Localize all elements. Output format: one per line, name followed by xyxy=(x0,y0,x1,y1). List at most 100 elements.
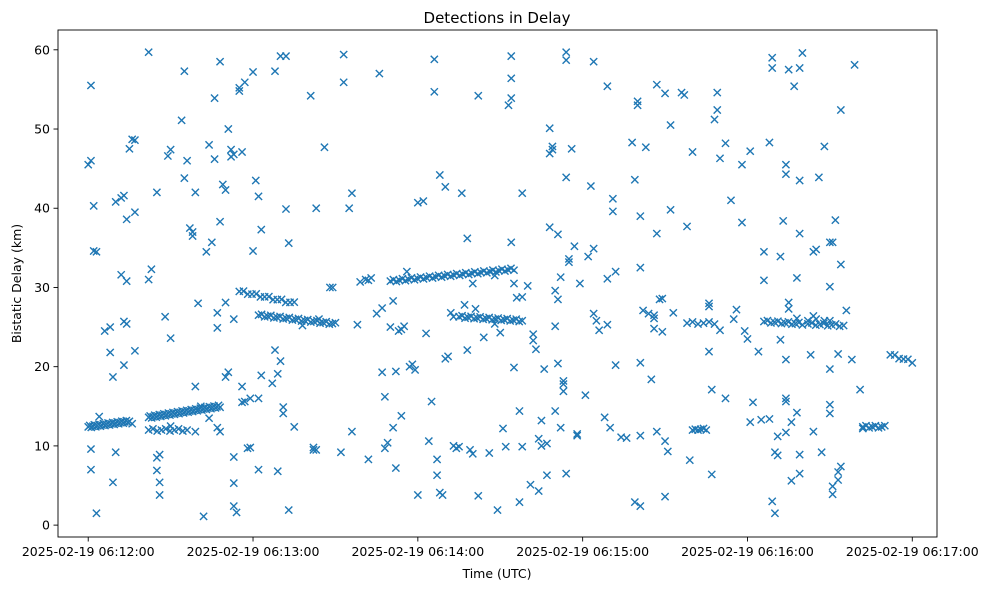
data-point xyxy=(339,78,348,87)
data-point xyxy=(795,469,804,478)
data-point xyxy=(534,486,543,496)
data-point xyxy=(281,52,291,61)
data-point xyxy=(130,136,140,145)
data-point xyxy=(581,391,590,400)
data-point xyxy=(551,322,560,331)
data-point xyxy=(652,427,661,436)
data-point xyxy=(389,423,398,432)
data-point xyxy=(726,196,736,205)
data-point xyxy=(438,490,447,500)
data-point xyxy=(180,67,189,76)
data-point xyxy=(682,222,692,231)
data-point xyxy=(199,512,208,521)
data-point xyxy=(122,215,131,224)
data-point xyxy=(795,63,804,73)
data-point xyxy=(364,455,373,464)
data-point xyxy=(463,234,472,243)
data-point xyxy=(460,300,469,309)
data-point xyxy=(347,427,357,436)
data-point xyxy=(221,185,230,195)
data-point xyxy=(155,478,164,487)
data-point xyxy=(463,345,472,355)
data-point xyxy=(611,267,620,276)
data-point xyxy=(144,48,153,57)
data-point xyxy=(759,247,769,256)
data-point xyxy=(89,246,98,256)
data-point xyxy=(185,223,194,233)
data-point xyxy=(589,57,598,66)
data-point xyxy=(704,317,714,327)
data-point xyxy=(529,336,538,345)
data-point xyxy=(537,441,546,450)
data-point xyxy=(688,147,697,157)
data-point xyxy=(704,302,714,311)
data-point xyxy=(606,423,615,432)
data-point xyxy=(460,314,470,323)
data-point xyxy=(106,322,115,332)
data-point xyxy=(457,189,466,198)
data-point xyxy=(704,299,714,308)
data-point xyxy=(740,326,749,336)
data-point xyxy=(773,451,782,460)
data-point xyxy=(213,308,222,317)
data-point xyxy=(564,258,574,267)
data-point xyxy=(215,57,225,66)
data-point xyxy=(776,252,785,261)
data-point xyxy=(628,138,637,147)
data-point xyxy=(497,316,506,325)
data-point xyxy=(814,173,823,182)
data-point xyxy=(556,273,565,282)
data-point xyxy=(161,424,170,433)
data-point xyxy=(548,145,557,154)
data-point xyxy=(237,147,247,157)
data-point xyxy=(277,295,286,304)
y-tick-label: 20 xyxy=(34,359,50,374)
data-point xyxy=(592,316,601,325)
data-point xyxy=(345,204,354,213)
data-point xyxy=(636,212,645,221)
data-point xyxy=(86,465,96,474)
data-point xyxy=(281,204,291,214)
data-point xyxy=(246,394,255,403)
data-point xyxy=(248,67,258,77)
data-point xyxy=(432,455,442,464)
data-point xyxy=(193,299,203,308)
data-point xyxy=(721,394,730,403)
data-point xyxy=(641,143,650,152)
data-point xyxy=(737,218,747,227)
data-point xyxy=(166,334,175,343)
data-point xyxy=(825,238,834,247)
data-point xyxy=(798,48,807,58)
data-point xyxy=(111,448,120,457)
data-point xyxy=(474,491,483,500)
data-point xyxy=(603,320,612,329)
data-point xyxy=(825,409,834,418)
data-point xyxy=(575,279,585,288)
data-point xyxy=(795,229,804,238)
data-point xyxy=(746,147,755,156)
data-point xyxy=(773,317,783,326)
data-point xyxy=(312,445,321,454)
data-point xyxy=(781,397,791,406)
data-point xyxy=(92,509,101,518)
data-point xyxy=(559,380,568,389)
y-axis-label: Bistatic Delay (km) xyxy=(9,224,24,343)
data-point xyxy=(125,144,134,153)
data-point xyxy=(237,382,247,391)
data-point xyxy=(174,424,183,433)
data-point xyxy=(284,239,293,248)
data-point xyxy=(773,432,782,441)
data-point xyxy=(221,298,230,307)
data-point xyxy=(836,462,845,471)
data-point xyxy=(347,189,357,198)
data-point xyxy=(183,425,192,435)
data-point xyxy=(710,115,719,124)
data-point xyxy=(704,347,714,356)
data-point xyxy=(636,358,645,367)
data-point xyxy=(465,445,475,454)
data-point xyxy=(589,309,598,318)
data-point xyxy=(768,63,777,73)
data-point xyxy=(446,308,455,317)
data-point xyxy=(649,324,659,333)
data-point xyxy=(224,124,233,134)
